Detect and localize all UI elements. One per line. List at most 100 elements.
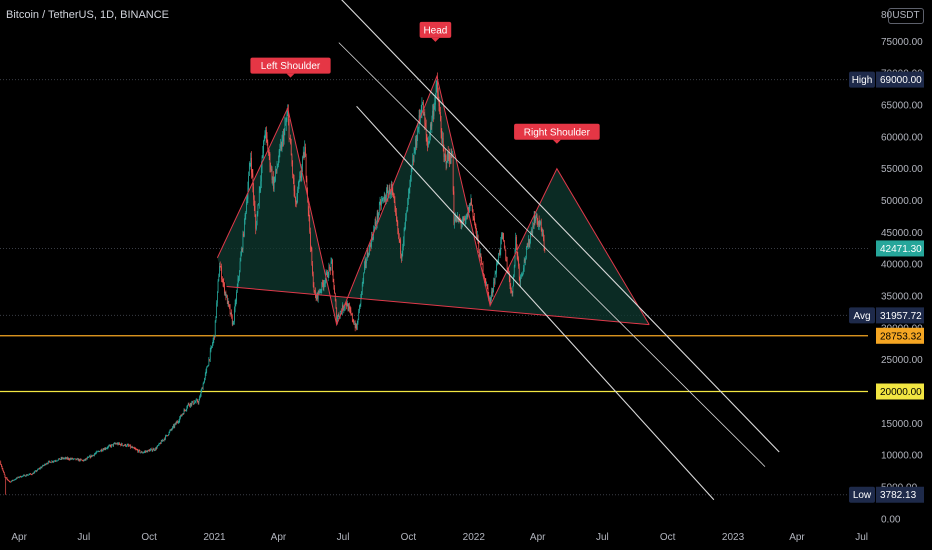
candle-body: [24, 475, 26, 477]
candle-body: [423, 114, 425, 116]
candle-body: [527, 246, 529, 248]
candle-body: [214, 320, 216, 338]
candle-body: [209, 350, 211, 360]
candle-body: [141, 451, 142, 453]
marker-tag-box: [849, 486, 875, 503]
candle-body: [255, 216, 257, 229]
candle-body: [472, 205, 473, 210]
candle-body: [424, 114, 426, 123]
candle-body: [71, 458, 73, 460]
candle-body: [30, 474, 32, 475]
candle-body: [237, 278, 239, 287]
candle-body: [102, 449, 104, 451]
candle-body: [32, 473, 34, 475]
candle-body: [313, 286, 315, 291]
candle-body: [92, 454, 94, 456]
candle-body: [307, 198, 309, 211]
candle-body: [428, 141, 430, 143]
candle-body: [154, 449, 156, 451]
candle-body: [153, 448, 154, 451]
x-tick-label: 2022: [463, 532, 486, 543]
candle-body: [317, 293, 318, 299]
candle-body: [300, 176, 301, 178]
candle-body: [5, 477, 7, 478]
candle-body: [241, 248, 243, 250]
candle-body: [344, 303, 346, 308]
candle-body: [405, 217, 406, 224]
candle-body: [392, 190, 394, 194]
candle-body: [384, 196, 386, 201]
candle-body: [104, 448, 106, 450]
candle-body: [427, 142, 429, 148]
level-value-box: [876, 383, 924, 400]
candle-body: [360, 295, 362, 304]
candle-body: [9, 481, 11, 483]
candle-body: [175, 422, 176, 425]
candle-body: [77, 458, 79, 461]
candle-body: [143, 451, 145, 453]
candle-body: [437, 92, 439, 102]
descending-channel: [338, 0, 780, 501]
candle-body: [480, 253, 482, 258]
candle-body: [426, 134, 428, 142]
candle-body: [503, 241, 505, 248]
marker-tag-text: Low: [853, 490, 872, 501]
candle-body: [260, 181, 262, 188]
candle-body: [207, 365, 209, 367]
candle-body: [202, 388, 203, 390]
candle-body: [486, 284, 488, 288]
candle-body: [25, 474, 27, 477]
candle-body: [433, 106, 435, 116]
candle-body: [474, 223, 476, 226]
candle-body: [403, 228, 405, 241]
pattern-labels: Left Shoulder Head Right Shoulder: [250, 21, 600, 144]
candle-body: [275, 169, 276, 177]
candle-body: [114, 443, 116, 445]
pattern-label-box: [514, 123, 600, 140]
candle-body: [137, 450, 139, 452]
candle-body: [270, 166, 271, 170]
candle-body: [279, 148, 281, 151]
candle-body: [540, 221, 542, 229]
candle-body: [165, 435, 166, 440]
candle-body: [345, 303, 347, 304]
candle-body: [386, 190, 387, 200]
candle-body: [491, 291, 492, 298]
candle-body: [324, 279, 326, 284]
candle-body: [49, 461, 51, 463]
candle-body: [152, 450, 154, 451]
candle-body: [283, 130, 285, 142]
candle-body: [262, 153, 264, 157]
candle-body: [67, 458, 69, 460]
candle-body: [256, 213, 258, 226]
candle-body: [169, 430, 171, 432]
candle-body: [336, 308, 338, 322]
candle-body: [15, 477, 17, 480]
candle-body: [223, 282, 225, 284]
candle-body: [381, 201, 382, 206]
candle-body: [99, 451, 100, 453]
candle-body: [535, 217, 536, 222]
x-tick-label: 2023: [722, 532, 745, 543]
candle-body: [214, 335, 215, 338]
candle-body: [67, 457, 68, 459]
candle-body: [158, 444, 159, 446]
candle-body: [253, 186, 254, 200]
candle-body: [1, 466, 3, 469]
candle-body: [365, 260, 367, 264]
currency-button[interactable]: USDT: [888, 8, 924, 24]
candle-body: [91, 455, 93, 457]
candle-body: [52, 461, 53, 462]
candle-body: [192, 401, 194, 405]
candle-body: [129, 445, 131, 447]
candle-body: [46, 463, 48, 465]
candle-body: [362, 280, 364, 284]
candle-body: [266, 130, 267, 136]
candle-body: [297, 185, 299, 190]
candle-body: [363, 272, 365, 281]
candle-body: [221, 267, 222, 280]
candle-body: [94, 453, 96, 455]
candle-body: [425, 126, 427, 135]
candle-body: [464, 218, 465, 221]
